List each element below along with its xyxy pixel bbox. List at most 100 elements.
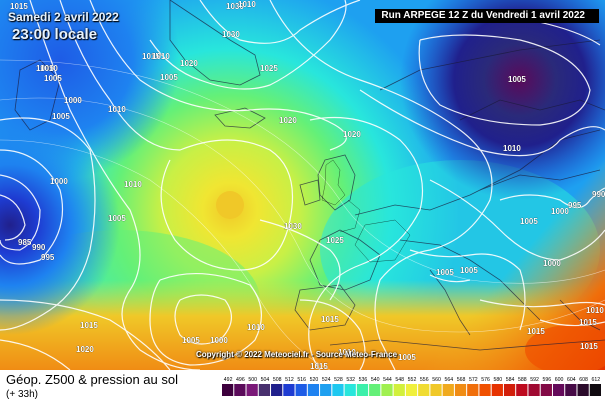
legend-swatch: [503, 384, 516, 396]
isobar-label: 1005: [182, 336, 200, 345]
legend-value: 504: [261, 377, 270, 383]
legend-swatch: [393, 384, 405, 396]
isobar-label: 1010: [124, 180, 142, 189]
legend-swatch: [516, 384, 528, 396]
legend-swatch: [369, 384, 381, 396]
legend-value: 560: [432, 377, 441, 383]
legend-value: 524: [322, 377, 331, 383]
model-run-label: Run ARPEGE 12 Z du Vendredi 1 avril 2022: [375, 9, 599, 23]
isobar-label: 995: [568, 201, 582, 210]
legend-swatch: [565, 384, 577, 396]
legend-swatch: [258, 384, 271, 396]
legend-value: 584: [506, 377, 515, 383]
geopotential-contours: [0, 59, 605, 370]
legend-value: 520: [310, 377, 319, 383]
legend-value: 496: [236, 377, 245, 383]
legend-value: 568: [457, 377, 466, 383]
map-footer: Géop. Z500 & pression au sol (+ 33h) 492…: [0, 370, 605, 403]
legend-value: 492: [224, 377, 233, 383]
isobar-label: 1020: [279, 116, 297, 125]
legend-value: 556: [420, 377, 429, 383]
isobar-label: 1005: [52, 112, 70, 121]
legend-swatch: [222, 384, 234, 396]
isobar-label: 990: [592, 190, 605, 199]
isobar-label: 990: [32, 243, 46, 252]
legend-value: 580: [493, 377, 502, 383]
isobar-label: 1015: [80, 321, 98, 330]
isobar-label: 1015: [142, 52, 160, 61]
legend-value: 588: [518, 377, 527, 383]
legend-swatch: [467, 384, 479, 396]
isobar-label: 1015: [321, 315, 339, 324]
legend-swatch: [405, 384, 418, 396]
isobar-label: 1025: [326, 236, 344, 245]
isobar-label: 1010: [586, 306, 604, 315]
isobar-label: 1010: [152, 52, 170, 61]
legend-swatch: [442, 384, 454, 396]
color-scale-legend: 492 496 500 504 508 512 516 520 524 528 532 536 540 5…: [222, 377, 601, 396]
isobar-label: 1005: [36, 64, 54, 73]
legend-value: 516: [297, 377, 306, 383]
legend-value: 592: [530, 377, 539, 383]
isobar-label: 995: [41, 253, 55, 262]
isobar-label: 1030: [222, 30, 240, 39]
isobar-label: 1020: [343, 130, 361, 139]
legend-swatch: [589, 384, 601, 396]
legend-value: 552: [408, 377, 417, 383]
legend-swatch: [283, 384, 295, 396]
legend-value: 540: [371, 377, 380, 383]
isobar-label: 1005: [398, 353, 416, 362]
legend-value: 600: [555, 377, 564, 383]
isobar-label: 1025: [260, 64, 278, 73]
isobar-label: 1010: [238, 0, 256, 9]
legend-value: 612: [592, 377, 601, 383]
legend-swatch: [344, 384, 356, 396]
legend-swatch: [295, 384, 307, 396]
isobar-label: 1015: [310, 362, 328, 370]
legend-value: 564: [444, 377, 453, 383]
forecast-date: Samedi 2 avril 2022: [8, 10, 119, 24]
legend-swatch: [577, 384, 589, 396]
isobar-label: 1000: [50, 177, 68, 186]
isobar-label: 1015: [579, 318, 597, 327]
legend-value: 608: [579, 377, 588, 383]
legend-swatch: [528, 384, 540, 396]
isobar-label: 985: [18, 238, 32, 247]
legend-swatch: [307, 384, 320, 396]
legend-swatch: [332, 384, 344, 396]
isobar-label: 1005: [108, 214, 126, 223]
isobar-label: 1005: [44, 74, 62, 83]
legend-swatch: [246, 384, 258, 396]
isobar-label: 1000: [210, 336, 228, 345]
legend-value: 536: [359, 377, 368, 383]
legend-value: 528: [334, 377, 343, 383]
landmasses: [14, 0, 605, 351]
legend-value: 576: [481, 377, 490, 383]
isobar-label: 1000: [543, 259, 561, 268]
legend-value: 604: [567, 377, 576, 383]
legend-value: 596: [543, 377, 552, 383]
legend-swatch: [491, 384, 503, 396]
isobar-label: 1020: [180, 59, 198, 68]
copyright-notice: Copyright © 2022 Meteociel.fr - Source M…: [196, 350, 398, 359]
legend-swatch: [540, 384, 552, 396]
map-title: Géop. Z500 & pression au sol: [6, 372, 178, 387]
legend-swatch: [552, 384, 565, 396]
forecast-lead-time: (+ 33h): [6, 389, 38, 400]
legend-value: 500: [248, 377, 257, 383]
isobar-label: 1005: [160, 73, 178, 82]
isobar-label: 1010: [503, 144, 521, 153]
isobar-label: 1005: [508, 75, 526, 84]
legend-swatch: [381, 384, 393, 396]
isobar-label: 1000: [64, 96, 82, 105]
southeast-hot-spot: [525, 325, 605, 370]
legend-swatch: [430, 384, 442, 396]
isobar-label: 1010: [338, 348, 356, 357]
isobar-lines: [0, 0, 605, 370]
isobar-label: 1010: [108, 105, 126, 114]
legend-swatch: [454, 384, 467, 396]
isobar-label: 1015: [527, 327, 545, 336]
legend-value: 548: [395, 377, 404, 383]
isobar-labels: 1030103010251020101510101005101510051010…: [10, 0, 605, 370]
